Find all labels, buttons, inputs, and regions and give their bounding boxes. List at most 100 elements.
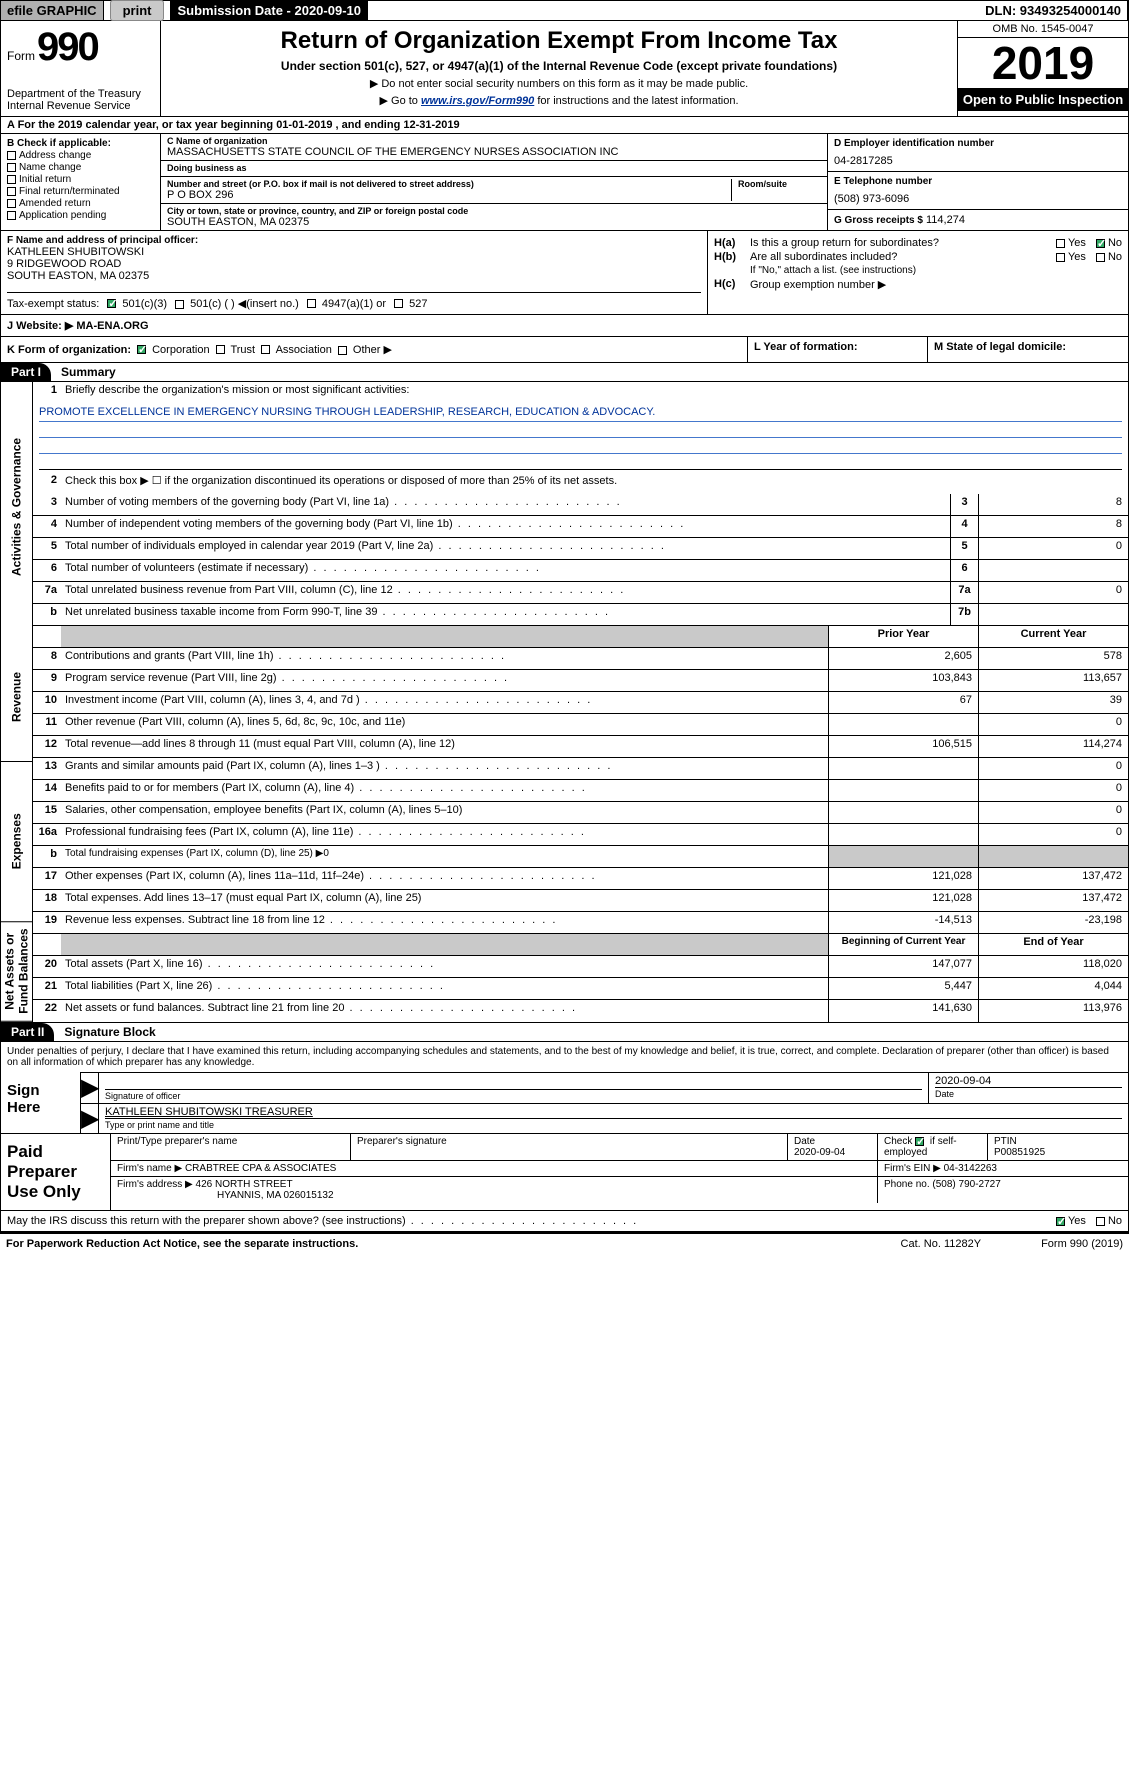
chk-pending[interactable]: Application pending — [7, 210, 154, 221]
hb-no[interactable]: No — [1096, 251, 1122, 263]
ha-no[interactable]: No — [1096, 237, 1122, 249]
header-mid: Return of Organization Exempt From Incom… — [161, 21, 958, 116]
line-20: 20Total assets (Part X, line 16) 147,077… — [33, 956, 1128, 978]
org-city: SOUTH EASTON, MA 02375 — [167, 216, 821, 228]
website-url: MA-ENA.ORG — [76, 320, 148, 332]
header-right: OMB No. 1545-0047 2019 Open to Public In… — [958, 21, 1128, 116]
line-15: 15Salaries, other compensation, employee… — [33, 802, 1128, 824]
box-k: K Form of organization: Corporation Trus… — [1, 337, 748, 362]
firm-phone: (508) 790-2727 — [932, 1179, 1000, 1190]
tax-year: 2019 — [958, 38, 1128, 88]
form-header: Form 990 Department of the Treasury Inte… — [0, 21, 1129, 117]
line-21: 21Total liabilities (Part X, line 26) 5,… — [33, 978, 1128, 1000]
line-9: 9Program service revenue (Part VIII, lin… — [33, 670, 1128, 692]
prep-date: 2020-09-04 — [794, 1147, 845, 1158]
ptin: P00851925 — [994, 1147, 1045, 1158]
box-l: L Year of formation: — [748, 337, 928, 362]
side-revenue: Revenue — [1, 632, 32, 762]
k-assoc[interactable]: Association — [261, 344, 332, 356]
part-1-header: Part I Summary — [0, 363, 1129, 382]
col-f: F Name and address of principal officer:… — [1, 231, 708, 314]
row-a-period: A For the 2019 calendar year, or tax yea… — [0, 117, 1129, 134]
summary-table: Activities & Governance Revenue Expenses… — [0, 382, 1129, 1023]
chk-527[interactable]: 527 — [394, 298, 427, 310]
row-j-website: J Website: ▶ MA-ENA.ORG — [0, 315, 1129, 337]
page-footer: For Paperwork Reduction Act Notice, see … — [0, 1232, 1129, 1254]
chk-final[interactable]: Final return/terminated — [7, 186, 154, 197]
line-2: 2Check this box ▶ ☐ if the organization … — [33, 472, 1128, 494]
chk-4947[interactable]: 4947(a)(1) or — [307, 298, 386, 310]
dln: DLN: 93493254000140 — [979, 1, 1128, 20]
chk-501c3[interactable]: 501(c)(3) — [107, 298, 167, 310]
line-4: 4Number of independent voting members of… — [33, 516, 1128, 538]
footer-form: Form 990 (2019) — [1041, 1238, 1123, 1250]
line-3: 3Number of voting members of the governi… — [33, 494, 1128, 516]
line-6: 6Total number of volunteers (estimate if… — [33, 560, 1128, 582]
org-name: MASSACHUSETTS STATE COUNCIL OF THE EMERG… — [167, 146, 821, 158]
officer-name: KATHLEEN SHUBITOWSKI — [7, 246, 701, 258]
form-subtitle: Under section 501(c), 527, or 4947(a)(1)… — [167, 59, 951, 73]
line-12: 12Total revenue—add lines 8 through 11 (… — [33, 736, 1128, 758]
k-other[interactable]: Other ▶ — [338, 343, 392, 356]
line-13: 13Grants and similar amounts paid (Part … — [33, 758, 1128, 780]
sign-here-label: Sign Here — [1, 1072, 81, 1133]
discuss-yes[interactable]: Yes — [1056, 1215, 1086, 1227]
chk-initial[interactable]: Initial return — [7, 174, 154, 185]
declaration-text: Under penalties of perjury, I declare th… — [1, 1042, 1128, 1072]
submission-date: Submission Date - 2020-09-10 — [171, 1, 368, 20]
table-body: 1 Briefly describe the organization's mi… — [33, 382, 1128, 1022]
block-b-through-g: B Check if applicable: Address change Na… — [0, 134, 1129, 231]
officer-street: 9 RIDGEWOOD ROAD — [7, 258, 701, 270]
org-street: P O BOX 296 — [167, 189, 725, 201]
telephone: (508) 973-6096 — [834, 193, 1122, 205]
k-corp[interactable]: Corporation — [137, 344, 210, 356]
revenue-header: Prior Year Current Year — [33, 626, 1128, 648]
efile-label: efile GRAPHIC — [1, 1, 104, 20]
line-16a: 16aProfessional fundraising fees (Part I… — [33, 824, 1128, 846]
box-d-e-g: D Employer identification number 04-2817… — [828, 134, 1128, 230]
line-19: 19Revenue less expenses. Subtract line 1… — [33, 912, 1128, 934]
header-left: Form 990 Department of the Treasury Inte… — [1, 21, 161, 116]
chk-address[interactable]: Address change — [7, 150, 154, 161]
mission-text: PROMOTE EXCELLENCE IN EMERGENCY NURSING … — [39, 406, 1122, 422]
chk-501c[interactable]: 501(c) ( ) ◀(insert no.) — [175, 297, 299, 310]
ha-yes[interactable]: Yes — [1056, 237, 1086, 249]
sidebar-labels: Activities & Governance Revenue Expenses… — [1, 382, 33, 1022]
line-10: 10Investment income (Part VIII, column (… — [33, 692, 1128, 714]
omb-number: OMB No. 1545-0047 — [958, 21, 1128, 38]
chk-self-employed[interactable] — [915, 1137, 924, 1146]
chk-amended[interactable]: Amended return — [7, 198, 154, 209]
submission-spacer — [368, 9, 979, 13]
mission-box: PROMOTE EXCELLENCE IN EMERGENCY NURSING … — [33, 404, 1128, 472]
box-b: B Check if applicable: Address change Na… — [1, 134, 161, 230]
print-button[interactable]: print — [110, 0, 165, 21]
paid-preparer: Paid Preparer Use Only Print/Type prepar… — [0, 1134, 1129, 1211]
firm-address: 426 NORTH STREET — [196, 1179, 293, 1190]
k-trust[interactable]: Trust — [216, 344, 256, 356]
irs-link[interactable]: www.irs.gov/Form990 — [421, 95, 534, 107]
line-17: 17Other expenses (Part IX, column (A), l… — [33, 868, 1128, 890]
box-h: H(a) Is this a group return for subordin… — [708, 231, 1128, 314]
discuss-no[interactable]: No — [1096, 1215, 1122, 1227]
footer-cat: Cat. No. 11282Y — [901, 1238, 982, 1250]
box-c: C Name of organization MASSACHUSETTS STA… — [161, 134, 828, 230]
form-title: Return of Organization Exempt From Incom… — [167, 27, 951, 55]
tax-exempt-status: Tax-exempt status: 501(c)(3) 501(c) ( ) … — [7, 297, 701, 310]
officer-city: SOUTH EASTON, MA 02375 — [7, 270, 701, 282]
form-note1: ▶ Do not enter social security numbers o… — [167, 77, 951, 90]
firm-ein: 04-3142263 — [944, 1163, 997, 1174]
row-k-l-m: K Form of organization: Corporation Trus… — [0, 337, 1129, 363]
firm-name: CRABTREE CPA & ASSOCIATES — [185, 1163, 336, 1174]
sig-arrow-icon-2: ▶ — [81, 1104, 99, 1133]
line-7a: 7aTotal unrelated business revenue from … — [33, 582, 1128, 604]
print-cell: print — [104, 1, 172, 20]
line-1: 1 Briefly describe the organization's mi… — [33, 382, 1128, 404]
signature-area: Under penalties of perjury, I declare th… — [0, 1042, 1129, 1134]
form-note2: ▶ Go to www.irs.gov/Form990 for instruct… — [167, 94, 951, 107]
sig-arrow-icon: ▶ — [81, 1073, 99, 1103]
hb-yes[interactable]: Yes — [1056, 251, 1086, 263]
footer-left: For Paperwork Reduction Act Notice, see … — [6, 1238, 358, 1250]
line-16b: bTotal fundraising expenses (Part IX, co… — [33, 846, 1128, 868]
chk-name[interactable]: Name change — [7, 162, 154, 173]
netassets-header: Beginning of Current Year End of Year — [33, 934, 1128, 956]
